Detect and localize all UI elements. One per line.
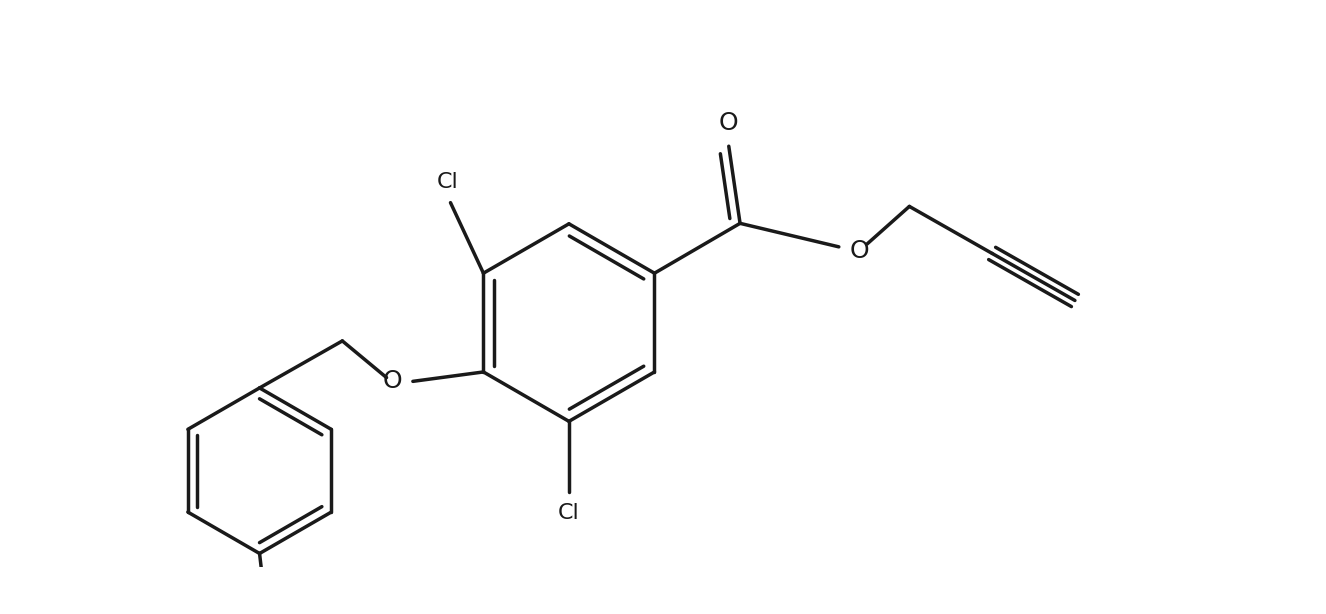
Text: O: O [719,111,739,134]
Text: O: O [850,239,870,263]
Text: Cl: Cl [558,503,579,523]
Text: O: O [382,370,402,394]
Text: Cl: Cl [436,172,459,192]
